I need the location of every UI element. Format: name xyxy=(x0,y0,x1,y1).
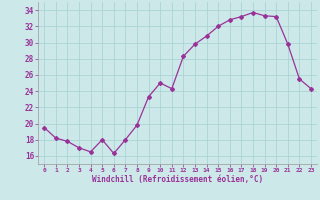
X-axis label: Windchill (Refroidissement éolien,°C): Windchill (Refroidissement éolien,°C) xyxy=(92,175,263,184)
